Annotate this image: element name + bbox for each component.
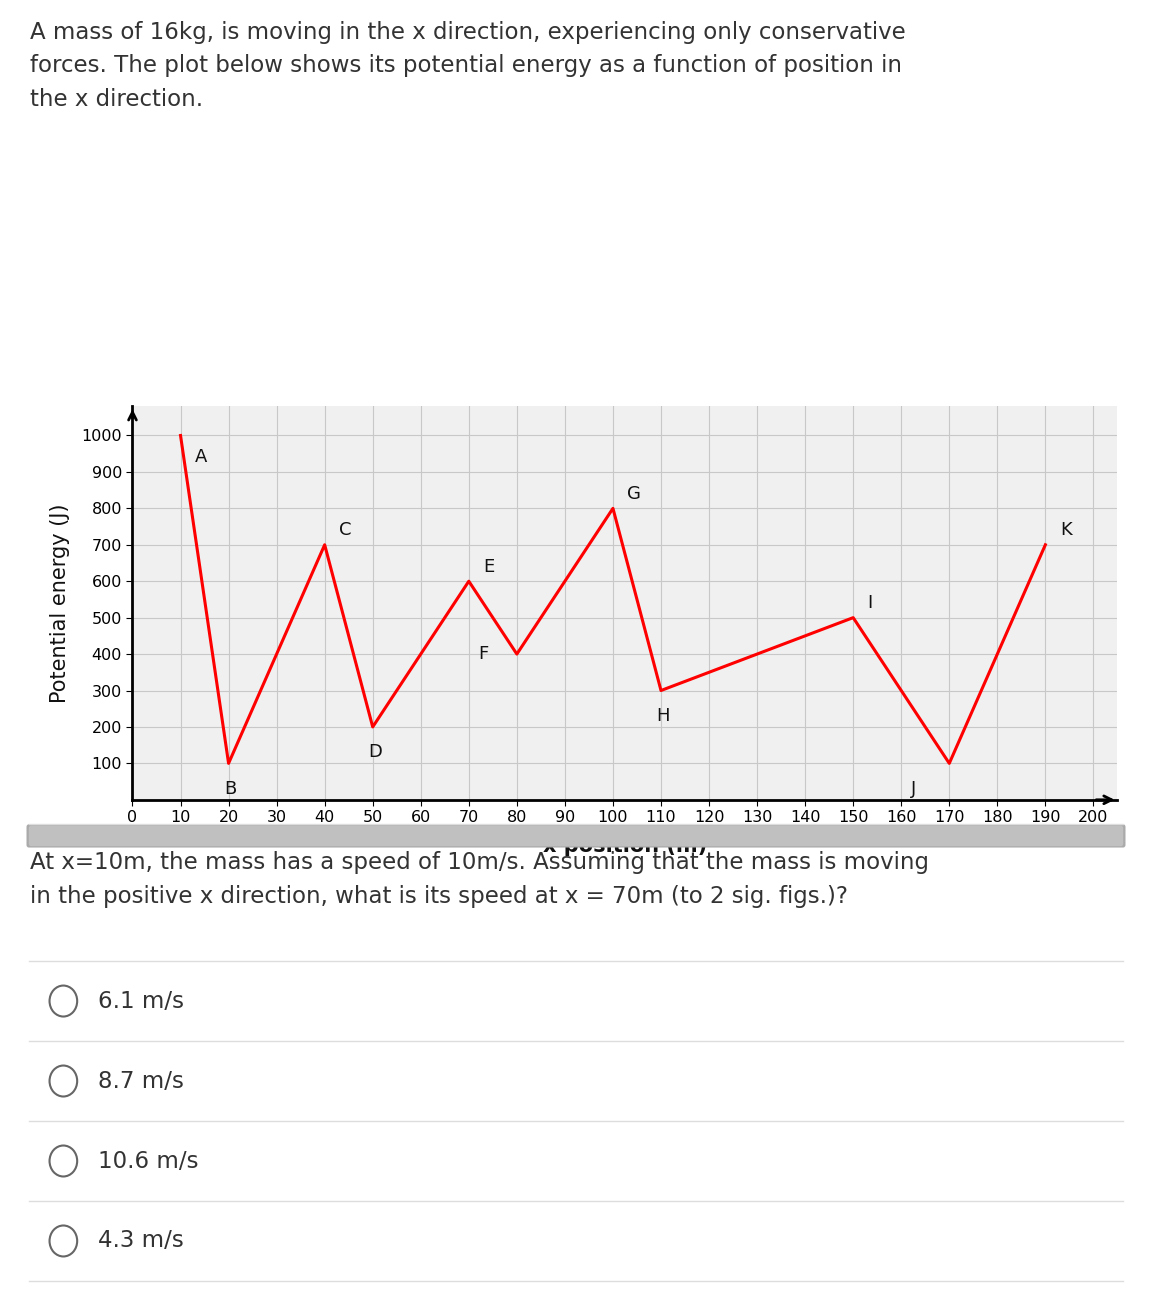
Text: H: H bbox=[657, 707, 669, 725]
Text: A mass of 16kg, is moving in the x direction, experiencing only conservative
for: A mass of 16kg, is moving in the x direc… bbox=[30, 21, 905, 111]
Text: E: E bbox=[483, 557, 494, 575]
Text: K: K bbox=[1060, 521, 1071, 539]
Text: At x=10m, the mass has a speed of 10m/s. Assuming that the mass is moving
in the: At x=10m, the mass has a speed of 10m/s.… bbox=[30, 851, 929, 908]
Text: I: I bbox=[867, 595, 873, 611]
Text: F: F bbox=[478, 645, 488, 663]
Text: 6.1 m/s: 6.1 m/s bbox=[98, 989, 184, 1013]
Text: D: D bbox=[367, 743, 381, 761]
Text: A: A bbox=[195, 449, 207, 467]
Text: J: J bbox=[911, 780, 916, 799]
Text: 4.3 m/s: 4.3 m/s bbox=[98, 1229, 183, 1253]
Text: C: C bbox=[339, 521, 351, 539]
Text: B: B bbox=[223, 780, 236, 799]
Text: G: G bbox=[628, 485, 642, 503]
Text: 10.6 m/s: 10.6 m/s bbox=[98, 1149, 198, 1173]
Y-axis label: Potential energy (J): Potential energy (J) bbox=[51, 503, 70, 703]
X-axis label: x position (m): x position (m) bbox=[543, 836, 707, 857]
Text: 8.7 m/s: 8.7 m/s bbox=[98, 1069, 184, 1093]
